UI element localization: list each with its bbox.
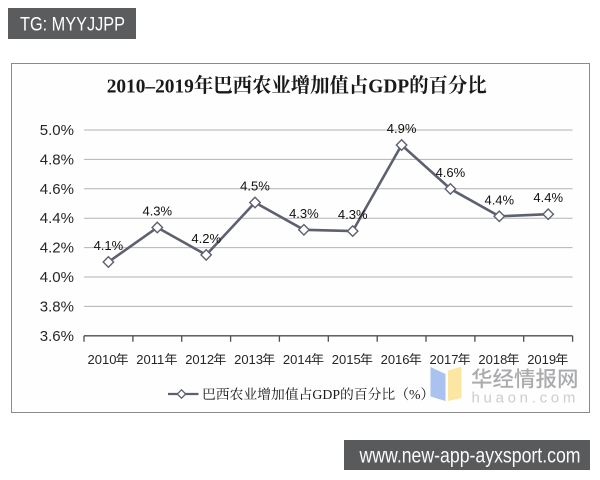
svg-text:5.0%: 5.0% — [40, 122, 74, 139]
svg-text:4.9%: 4.9% — [387, 121, 417, 136]
svg-text:2011: 2011 — [136, 352, 164, 367]
svg-text:2017: 2017 — [430, 352, 459, 367]
svg-text:4.6%: 4.6% — [40, 181, 74, 198]
svg-text:4.3%: 4.3% — [142, 204, 172, 219]
svg-text:GDP: GDP — [368, 75, 409, 98]
svg-text:%: % — [409, 387, 421, 402]
svg-text:2018: 2018 — [478, 352, 507, 367]
svg-text:www.new-app-ayxsport.com: www.new-app-ayxsport.com — [359, 444, 581, 467]
svg-text:4.3%: 4.3% — [338, 207, 368, 222]
svg-text:4.5%: 4.5% — [240, 179, 270, 194]
svg-text:4.6%: 4.6% — [436, 165, 466, 180]
svg-text:2010: 2010 — [88, 352, 117, 367]
svg-text:2016: 2016 — [381, 352, 410, 367]
svg-text:2019: 2019 — [527, 352, 556, 367]
svg-text:4.3%: 4.3% — [289, 206, 319, 221]
svg-text:huaon.com: huaon.com — [472, 390, 580, 407]
svg-text:2014: 2014 — [283, 352, 312, 367]
svg-text:TG: MYYJJPP: TG: MYYJJPP — [20, 15, 125, 36]
svg-text:4.1%: 4.1% — [94, 238, 124, 253]
svg-text:3.8%: 3.8% — [40, 298, 74, 315]
svg-text:3.6%: 3.6% — [40, 328, 74, 345]
svg-text:2012: 2012 — [185, 352, 214, 367]
svg-text:GDP: GDP — [312, 387, 340, 402]
svg-text:4.2%: 4.2% — [191, 231, 221, 246]
svg-text:4.0%: 4.0% — [40, 269, 74, 286]
svg-text:2010–2019: 2010–2019 — [107, 75, 194, 98]
svg-text:2013: 2013 — [234, 352, 263, 367]
svg-text:4.4%: 4.4% — [484, 192, 514, 207]
svg-text:4.2%: 4.2% — [40, 240, 74, 257]
svg-text:2015: 2015 — [332, 352, 361, 367]
svg-text:4.8%: 4.8% — [40, 151, 74, 168]
svg-text:4.4%: 4.4% — [40, 210, 74, 227]
svg-text:4.4%: 4.4% — [533, 190, 563, 205]
